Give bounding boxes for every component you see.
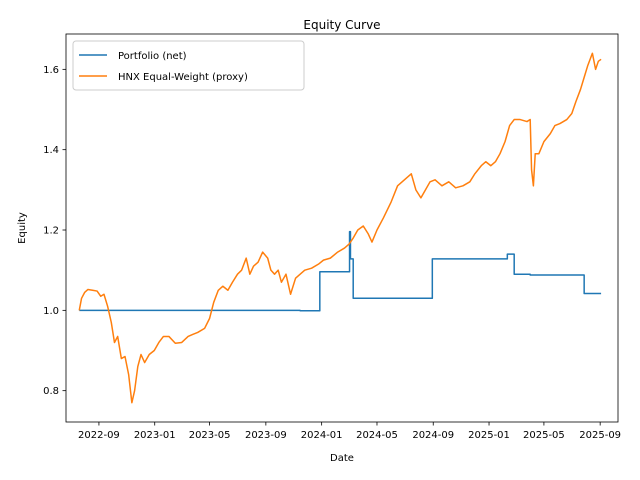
- x-tick-label: 2025-09: [579, 430, 621, 441]
- y-tick-label: 1.2: [43, 226, 59, 237]
- y-axis-label: Equity: [17, 212, 28, 244]
- x-tick-label: 2022-09: [78, 430, 120, 441]
- x-tick-label: 2024-09: [412, 430, 454, 441]
- x-axis-label: Date: [330, 453, 354, 464]
- chart-title: Equity Curve: [303, 18, 380, 32]
- x-tick-label: 2024-05: [356, 430, 398, 441]
- x-tick-label: 2024-01: [301, 430, 343, 441]
- legend-label-portfolio: Portfolio (net): [118, 51, 187, 62]
- x-tick-label: 2023-01: [134, 430, 176, 441]
- legend-label-hnx-proxy: HNX Equal-Weight (proxy): [118, 72, 248, 83]
- y-tick-label: 0.8: [43, 386, 59, 397]
- y-tick-label: 1.4: [43, 145, 59, 156]
- x-tick-label: 2025-01: [468, 430, 510, 441]
- y-tick-label: 1.0: [43, 306, 59, 317]
- legend: Portfolio (net) HNX Equal-Weight (proxy): [73, 41, 304, 90]
- x-tick-label: 2023-05: [189, 430, 231, 441]
- x-tick-label: 2023-09: [245, 430, 287, 441]
- y-tick-label: 1.6: [43, 65, 59, 76]
- x-tick-label: 2025-05: [523, 430, 565, 441]
